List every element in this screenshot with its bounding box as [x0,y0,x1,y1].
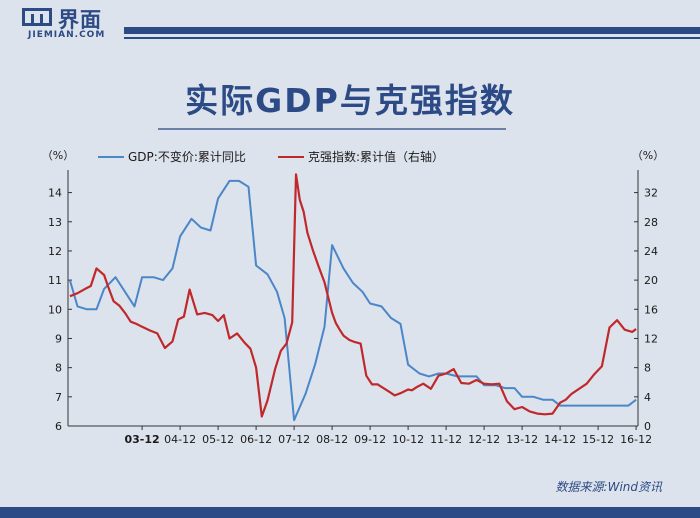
logo-icon [22,8,52,26]
logo-text: 界面 [58,8,102,32]
right-tick-label: 12 [644,332,658,345]
x-tick-label: 07-12 [278,433,310,446]
right-tick-label: 24 [644,245,658,258]
header-bar [124,27,700,34]
x-tick-label: 04-12 [164,433,196,446]
legend-label-gdp: GDP:不变价:累计同比 [128,149,246,164]
right-tick-label: 20 [644,274,658,287]
left-axis-unit: （%） [42,149,74,162]
left-tick-label: 11 [48,274,62,287]
right-tick-label: 16 [644,303,658,316]
title-underline [158,128,506,130]
header: 界面 JIEMIAN.COM [0,0,700,48]
x-tick-label: 14-12 [544,433,576,446]
left-tick-label: 10 [48,303,62,316]
right-tick-label: 0 [644,420,651,433]
x-tick-label: 12-12 [468,433,500,446]
x-tick-label: 05-12 [202,433,234,446]
x-tick-label: 15-12 [582,433,614,446]
gdp-series-line [68,179,637,422]
left-tick-label: 6 [55,420,62,433]
footer-bar [0,507,700,518]
right-axis-unit: （%） [632,149,664,162]
right-tick-label: 8 [644,362,651,375]
source-note: 数据来源:Wind资讯 [555,480,662,494]
logo-subtext: JIEMIAN.COM [28,30,106,40]
left-tick-label: 8 [55,362,62,375]
right-tick-label: 4 [644,391,651,404]
x-tick-label: 06-12 [240,433,272,446]
x-tick-label: 03-12 [125,433,160,446]
header-bar-thin [124,37,700,39]
kq-series-line [69,173,637,418]
left-tick-label: 12 [48,245,62,258]
right-tick-label: 28 [644,216,658,229]
x-tick-label: 10-12 [392,433,424,446]
left-tick-label: 7 [55,391,62,404]
chart-title: 实际GDP与克强指数 [185,81,515,120]
x-tick-label: 08-12 [316,433,348,446]
legend-label-kq: 克强指数:累计值（右轴） [308,149,444,164]
left-tick-label: 13 [48,216,62,229]
x-tick-label: 13-12 [506,433,538,446]
x-tick-label: 11-12 [430,433,462,446]
x-tick-label: 09-12 [354,433,386,446]
left-tick-label: 14 [48,187,62,200]
left-tick-label: 9 [55,332,62,345]
x-tick-label: 16-12 [620,433,652,446]
right-tick-label: 32 [644,187,658,200]
